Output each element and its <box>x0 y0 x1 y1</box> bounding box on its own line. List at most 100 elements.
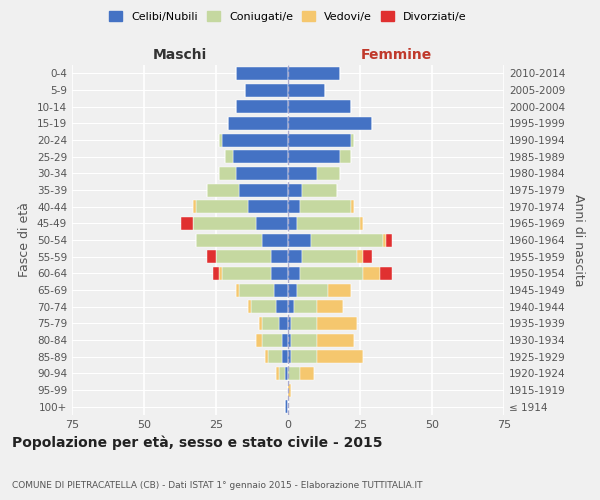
Bar <box>222 134 288 146</box>
Bar <box>262 234 288 246</box>
Bar <box>288 300 294 313</box>
Bar <box>271 267 288 280</box>
Bar <box>288 250 302 263</box>
Bar <box>193 217 256 230</box>
Bar <box>317 334 354 346</box>
Bar <box>208 250 216 263</box>
Bar <box>299 200 352 213</box>
Bar <box>274 284 288 296</box>
Bar <box>288 84 325 96</box>
Bar <box>288 200 299 213</box>
Bar <box>251 300 277 313</box>
Bar <box>302 250 357 263</box>
Bar <box>245 84 288 96</box>
Bar <box>380 267 392 280</box>
Bar <box>196 200 248 213</box>
Bar <box>299 367 314 380</box>
Bar <box>282 334 288 346</box>
Bar <box>288 267 299 280</box>
Bar <box>280 317 288 330</box>
Bar <box>288 284 296 296</box>
Bar <box>282 350 288 363</box>
Bar <box>248 200 288 213</box>
Bar <box>317 317 357 330</box>
Bar <box>360 217 363 230</box>
Bar <box>193 200 196 213</box>
Bar <box>239 284 274 296</box>
Bar <box>302 184 337 196</box>
Bar <box>340 150 352 163</box>
Bar <box>288 234 311 246</box>
Bar <box>208 184 239 196</box>
Text: Popolazione per età, sesso e stato civile - 2015: Popolazione per età, sesso e stato civil… <box>12 436 383 450</box>
Bar <box>291 350 317 363</box>
Bar <box>363 267 380 280</box>
Bar <box>277 367 280 380</box>
Bar <box>239 184 288 196</box>
Bar <box>291 334 317 346</box>
Bar <box>236 67 288 80</box>
Bar <box>294 300 317 313</box>
Bar <box>265 350 268 363</box>
Bar <box>363 250 371 263</box>
Bar <box>219 134 222 146</box>
Bar <box>288 100 352 113</box>
Bar <box>357 250 363 263</box>
Bar <box>288 367 299 380</box>
Bar <box>288 317 291 330</box>
Bar <box>288 167 317 180</box>
Bar <box>262 317 280 330</box>
Bar <box>277 300 288 313</box>
Bar <box>219 267 222 280</box>
Bar <box>222 267 271 280</box>
Bar <box>288 150 340 163</box>
Bar <box>236 167 288 180</box>
Bar <box>288 350 291 363</box>
Bar <box>288 134 352 146</box>
Bar <box>216 250 271 263</box>
Bar <box>291 317 317 330</box>
Text: COMUNE DI PIETRACATELLA (CB) - Dati ISTAT 1° gennaio 2015 - Elaborazione TUTTITA: COMUNE DI PIETRACATELLA (CB) - Dati ISTA… <box>12 481 422 490</box>
Bar <box>386 234 392 246</box>
Bar <box>248 300 251 313</box>
Bar <box>299 267 363 280</box>
Bar <box>280 367 285 380</box>
Bar <box>328 284 352 296</box>
Legend: Celibi/Nubili, Coniugati/e, Vedovi/e, Divorziati/e: Celibi/Nubili, Coniugati/e, Vedovi/e, Di… <box>106 8 470 25</box>
Bar <box>317 350 363 363</box>
Bar <box>224 150 233 163</box>
Bar <box>233 150 288 163</box>
Bar <box>288 67 340 80</box>
Bar <box>296 284 328 296</box>
Bar <box>288 334 291 346</box>
Bar <box>213 267 219 280</box>
Bar <box>383 234 386 246</box>
Text: Femmine: Femmine <box>361 48 431 62</box>
Bar <box>352 134 354 146</box>
Bar <box>285 400 288 413</box>
Bar <box>296 217 360 230</box>
Bar <box>196 234 262 246</box>
Bar <box>285 367 288 380</box>
Bar <box>271 250 288 263</box>
Bar <box>236 100 288 113</box>
Y-axis label: Anni di nascita: Anni di nascita <box>572 194 585 286</box>
Bar <box>311 234 383 246</box>
Bar <box>262 334 282 346</box>
Bar <box>256 217 288 230</box>
Bar <box>288 184 302 196</box>
Bar <box>236 284 239 296</box>
Bar <box>317 300 343 313</box>
Bar <box>256 334 262 346</box>
Bar <box>352 200 354 213</box>
Bar <box>268 350 282 363</box>
Bar <box>219 167 236 180</box>
Bar <box>288 217 296 230</box>
Bar <box>317 167 340 180</box>
Bar <box>227 117 288 130</box>
Bar <box>288 384 291 396</box>
Bar <box>259 317 262 330</box>
Y-axis label: Fasce di età: Fasce di età <box>19 202 31 278</box>
Text: Maschi: Maschi <box>153 48 207 62</box>
Bar <box>181 217 193 230</box>
